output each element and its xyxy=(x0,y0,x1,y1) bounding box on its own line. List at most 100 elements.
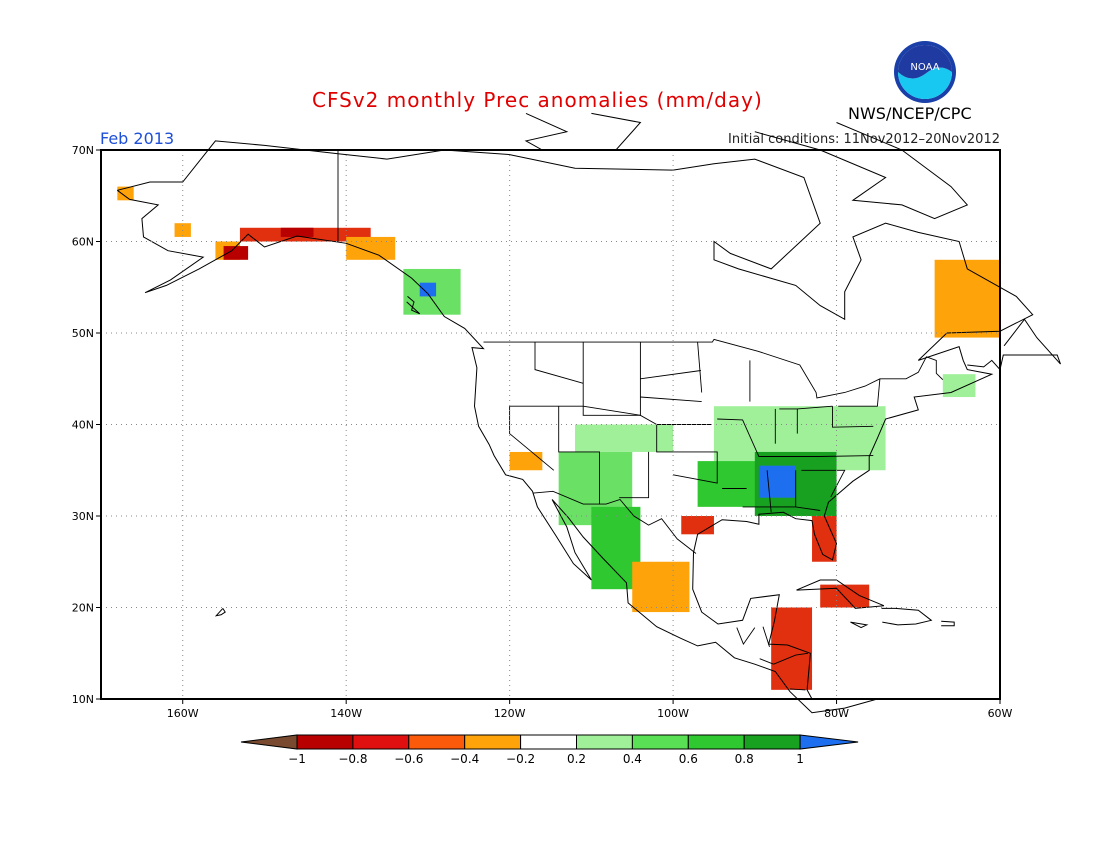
logo-text: NOAA xyxy=(910,62,939,73)
legend-box xyxy=(296,734,354,750)
state-border-layer xyxy=(337,150,944,691)
legend-box xyxy=(687,734,745,750)
anomaly-alabama-core xyxy=(758,465,796,498)
lat-tick-label: 40N xyxy=(72,419,94,432)
border-2 xyxy=(533,490,697,554)
lon-tick-label: 100W xyxy=(657,707,689,720)
anomaly-southwest-us xyxy=(558,451,633,526)
border-25 xyxy=(736,627,756,646)
coastline-10 xyxy=(406,296,421,315)
legend-box xyxy=(408,734,466,750)
lat-tick-label: 10N xyxy=(72,693,94,706)
initial-conditions-label: Initial conditions: 11Nov2012–20Nov2012 xyxy=(728,132,1000,147)
lon-tick-label: 120W xyxy=(494,707,526,720)
border-18 xyxy=(779,405,833,410)
legend-box xyxy=(352,734,410,750)
border-24 xyxy=(838,378,881,407)
map-frame xyxy=(96,149,1001,704)
legend-label: 1 xyxy=(796,752,804,766)
legend-label: −0.4 xyxy=(450,752,479,766)
legend-box xyxy=(520,734,577,750)
graticule-layer xyxy=(101,150,1000,699)
coastline-5 xyxy=(881,607,933,626)
lon-tick-label: 160W xyxy=(167,707,199,720)
legend-label: 0.6 xyxy=(679,752,698,766)
anomaly-sierra-madre-occidental xyxy=(591,506,641,590)
legend-box xyxy=(743,734,801,750)
lon-tick-label: 140W xyxy=(330,707,362,720)
legend-label: −1 xyxy=(288,752,306,766)
legend-arrow-low xyxy=(240,734,298,750)
lat-tick-label: 70N xyxy=(72,144,94,157)
organization-label: NWS/NCEP/CPC xyxy=(848,104,972,123)
border-23 xyxy=(697,342,703,393)
anomaly-southeast-alaska xyxy=(346,236,396,260)
border-5 xyxy=(558,406,600,505)
anomaly-alaska-peninsula-core xyxy=(223,246,249,260)
border-6 xyxy=(582,342,641,416)
legend-arrow-high xyxy=(799,734,859,750)
border-1 xyxy=(483,338,944,399)
axis-label-layer: 70N 60N 50N 40N 30N 20N 10N 160W 140W 120W 100W 80W… xyxy=(72,144,1013,720)
anomaly-texas-gulf-coast xyxy=(681,516,714,535)
legend-label: 0.4 xyxy=(623,752,642,766)
anomaly-gulf-of-alaska-coast xyxy=(239,227,371,242)
anomaly-ohio-valley xyxy=(713,406,886,471)
lat-tick-label: 20N xyxy=(72,602,94,615)
legend-label: −0.2 xyxy=(506,752,535,766)
anomaly-layer xyxy=(117,186,1000,690)
coastline-9 xyxy=(967,318,1061,371)
anomaly-southern-plains xyxy=(697,461,772,507)
coastline-1 xyxy=(117,189,878,714)
anomaly-british-columbia-wet-core xyxy=(419,282,437,297)
border-7 xyxy=(534,342,584,384)
lat-tick-label: 60N xyxy=(72,236,94,249)
anomaly-nova-scotia xyxy=(942,374,976,398)
anomaly-southern-california xyxy=(509,451,543,471)
legend-box xyxy=(631,734,689,750)
lat-tick-label: 50N xyxy=(72,327,94,340)
map-border xyxy=(100,149,1001,700)
border-11 xyxy=(619,451,650,499)
coastline-6 xyxy=(850,621,869,629)
lon-tick-label: 60W xyxy=(988,707,1013,720)
border-27 xyxy=(773,652,808,665)
legend-label: −0.8 xyxy=(338,752,367,766)
anomaly-alaska-peninsula xyxy=(215,241,240,260)
border-28 xyxy=(789,688,806,691)
anomaly-florida-peninsula xyxy=(812,516,837,562)
legend-box xyxy=(464,734,522,750)
border-4 xyxy=(509,406,555,471)
coastline-layer xyxy=(117,112,1061,714)
noaa-logo-icon: NOAA xyxy=(894,41,956,103)
border-12 xyxy=(717,418,874,457)
legend-box xyxy=(576,734,633,750)
map-title: CFSv2 monthly Prec anomalies (mm/day) xyxy=(312,88,763,112)
border-17 xyxy=(801,469,846,498)
anomaly-british-columbia-coast xyxy=(403,268,461,315)
legend-label: 0.8 xyxy=(735,752,754,766)
lat-tick-label: 30N xyxy=(72,510,94,523)
anomaly-tennessee-valley xyxy=(754,451,837,516)
coastline-4 xyxy=(796,579,885,609)
anomaly-central-rockies xyxy=(575,424,674,452)
border-14 xyxy=(742,506,821,511)
anomaly-central-america xyxy=(771,607,813,690)
coastline-8 xyxy=(214,608,226,617)
anomaly-alaska-interior-patch xyxy=(174,223,191,237)
coastline-0 xyxy=(117,140,1034,700)
anomaly-labrador-coast xyxy=(934,259,1000,338)
legend-label: −0.6 xyxy=(394,752,423,766)
border-3 xyxy=(509,405,718,484)
anomaly-western-alaska-coast xyxy=(117,186,134,201)
border-26 xyxy=(762,626,770,647)
border-15 xyxy=(766,470,772,513)
color-legend: −1 −0.8 −0.6 −0.4 −0.2 0.2 0.4 0.6 0.8 1 xyxy=(240,734,859,766)
forecast-period-label: Feb 2013 xyxy=(100,129,175,148)
anomaly-cuba xyxy=(820,584,870,608)
border-29 xyxy=(759,658,774,665)
lon-tick-label: 80W xyxy=(824,707,849,720)
legend-label: 0.2 xyxy=(567,752,586,766)
